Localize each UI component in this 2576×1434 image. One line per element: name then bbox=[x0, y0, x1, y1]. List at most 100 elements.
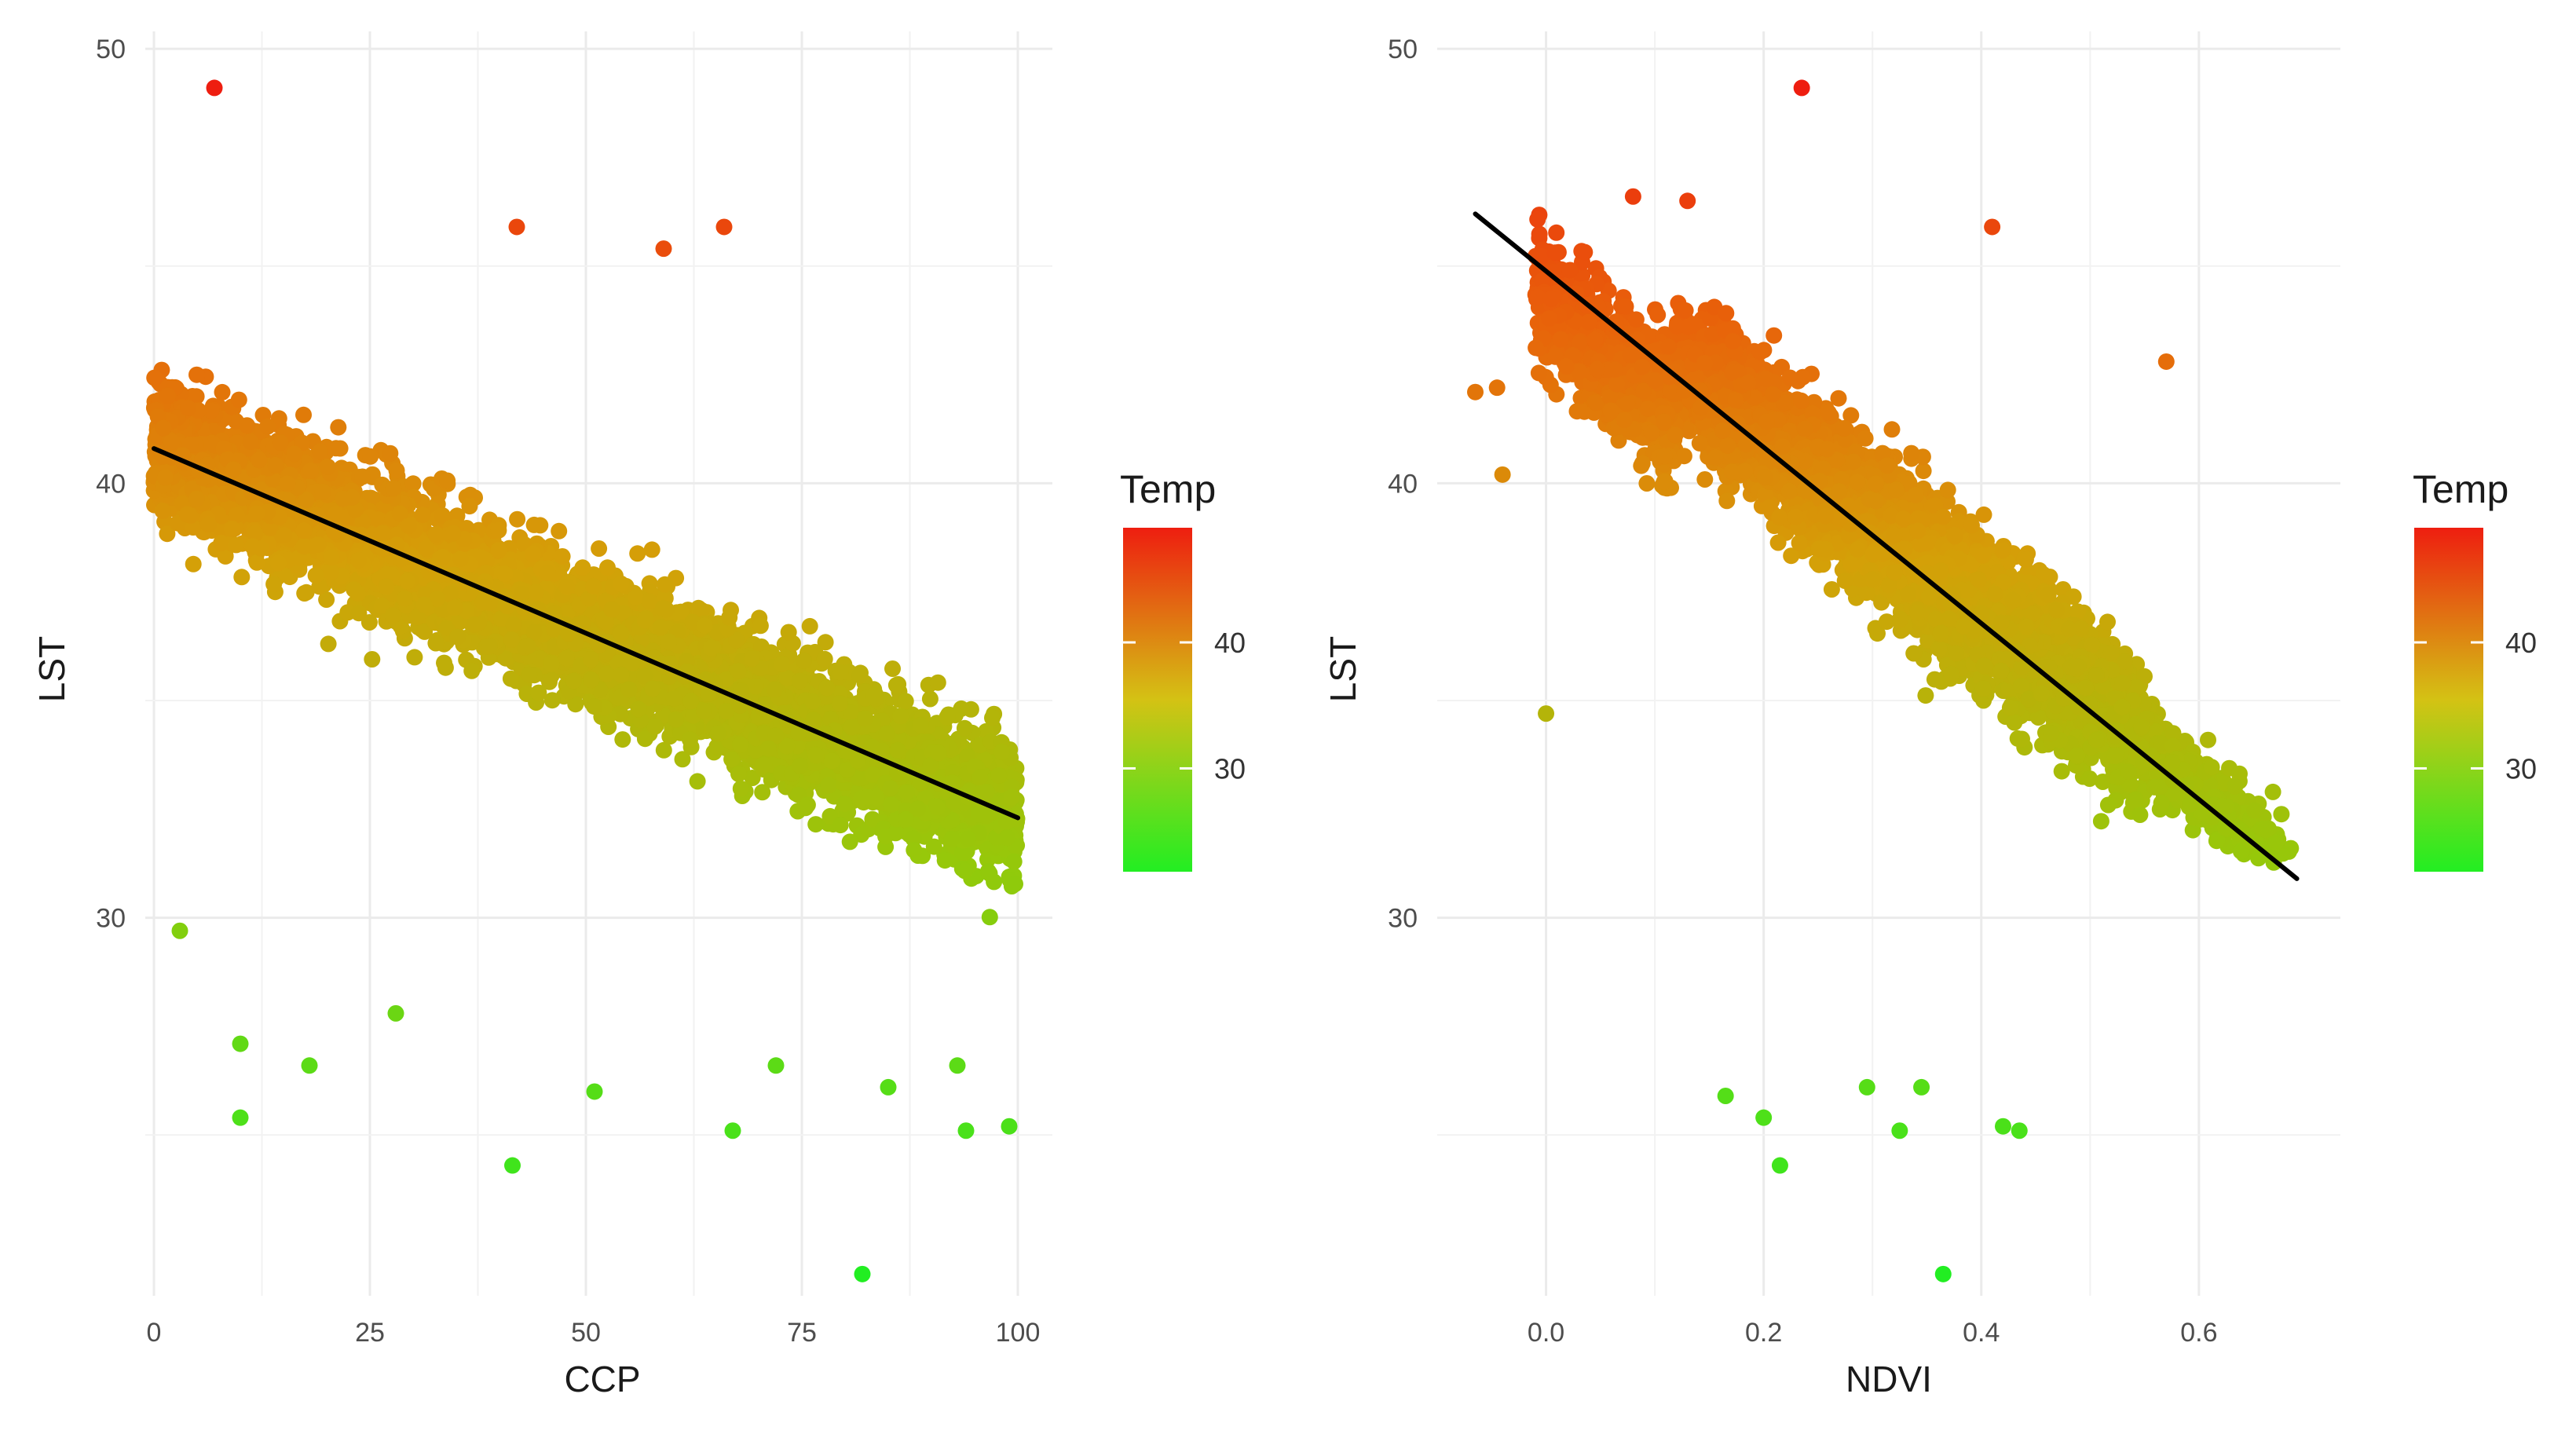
ccp-point bbox=[884, 660, 901, 677]
ccp-point bbox=[502, 670, 519, 687]
ccp-point bbox=[396, 590, 413, 607]
ccp-point bbox=[554, 548, 571, 565]
ccp-point bbox=[851, 667, 869, 684]
ccp-point bbox=[1007, 876, 1023, 893]
ccp-point bbox=[188, 366, 205, 383]
ccp-point bbox=[689, 773, 706, 790]
ccp-point bbox=[230, 391, 247, 408]
ccp-point bbox=[960, 830, 976, 847]
ccp-point bbox=[591, 540, 608, 557]
ccp-point bbox=[682, 731, 698, 748]
ccp-point bbox=[883, 796, 900, 813]
ccp-point bbox=[614, 731, 631, 748]
ccp-point bbox=[213, 534, 230, 551]
ccp-point bbox=[807, 816, 825, 833]
ccp-point bbox=[832, 664, 849, 681]
ccp-point bbox=[185, 555, 202, 573]
ccp-point bbox=[780, 624, 797, 641]
ccp-point bbox=[525, 546, 541, 562]
ccp-point bbox=[463, 662, 481, 679]
ccp-point bbox=[159, 387, 176, 404]
ccp-point bbox=[295, 538, 313, 555]
ccp-point bbox=[832, 817, 849, 834]
ccp-point bbox=[233, 569, 251, 586]
ccp-point bbox=[276, 526, 293, 543]
ccp-point bbox=[259, 418, 276, 435]
ccp-point bbox=[350, 605, 368, 622]
ccp-point bbox=[773, 655, 790, 672]
ccp-point bbox=[362, 448, 379, 465]
ccp-point bbox=[939, 708, 956, 726]
ccp-point bbox=[427, 635, 445, 652]
ccp-point bbox=[832, 695, 848, 712]
ccp-point bbox=[156, 469, 174, 486]
ccp-point bbox=[906, 842, 923, 858]
ccp-point bbox=[521, 666, 538, 683]
ccp-point bbox=[620, 681, 638, 698]
ccp-point bbox=[439, 472, 456, 489]
ccp-point bbox=[660, 633, 677, 650]
ccp-point bbox=[629, 545, 646, 562]
ccp-point bbox=[490, 542, 507, 559]
ccp-point bbox=[667, 711, 684, 728]
ccp-point bbox=[823, 752, 840, 770]
ccp-point bbox=[732, 736, 748, 753]
ccp-point bbox=[630, 701, 647, 718]
ccp-point bbox=[887, 676, 905, 693]
ccp-point bbox=[599, 559, 616, 576]
ccp-point bbox=[331, 440, 349, 457]
ccp-point bbox=[228, 507, 245, 524]
ccp-point bbox=[655, 741, 672, 759]
ccp-point bbox=[320, 635, 337, 653]
ccp-point bbox=[984, 709, 1001, 726]
ccp-point bbox=[330, 419, 347, 436]
ccp-point bbox=[154, 503, 171, 519]
ccp-point bbox=[981, 865, 998, 882]
ccp-point bbox=[543, 655, 560, 672]
ccp-point bbox=[323, 563, 340, 580]
ccp-point bbox=[796, 652, 812, 669]
ccp-point bbox=[436, 654, 452, 671]
ccp-point bbox=[730, 766, 747, 782]
ccp-point bbox=[214, 383, 231, 401]
ccp-point bbox=[242, 433, 259, 450]
ccp-point bbox=[388, 462, 405, 479]
ccp-point bbox=[646, 718, 664, 735]
ccp-point bbox=[414, 507, 431, 524]
ccp-point bbox=[643, 541, 660, 558]
ccp-point bbox=[490, 521, 507, 539]
ccp-point bbox=[921, 690, 939, 708]
ccp-point bbox=[657, 576, 673, 593]
ccp-point bbox=[877, 828, 895, 845]
ccp-point bbox=[797, 799, 814, 817]
ccp-point bbox=[752, 617, 769, 635]
ccp-point bbox=[307, 567, 324, 584]
ccp-point bbox=[302, 462, 320, 479]
ccp-point bbox=[574, 559, 591, 576]
ccp-point bbox=[385, 480, 402, 497]
ccp-point bbox=[146, 369, 163, 386]
ccp-point bbox=[841, 833, 858, 851]
ccp-point bbox=[730, 662, 747, 679]
ccp-point bbox=[427, 526, 445, 543]
ccp-point bbox=[859, 788, 876, 806]
ccp-point bbox=[836, 796, 853, 813]
ccp-point bbox=[732, 780, 749, 797]
ccp-point bbox=[248, 554, 265, 571]
ccp-point bbox=[239, 417, 255, 434]
ccp-point bbox=[892, 708, 909, 725]
ccp-point bbox=[957, 862, 974, 880]
ccp-point bbox=[449, 628, 467, 646]
ccp-point bbox=[509, 510, 526, 528]
ccp-point bbox=[756, 756, 773, 774]
ccp-point bbox=[314, 483, 331, 500]
ccp-point bbox=[897, 693, 914, 710]
ccp-point bbox=[791, 672, 808, 690]
ccp-point bbox=[525, 516, 543, 533]
ccp-point bbox=[723, 751, 741, 768]
ccp-point bbox=[558, 578, 576, 595]
ccp-point bbox=[586, 698, 603, 715]
ccp-point bbox=[551, 522, 568, 540]
